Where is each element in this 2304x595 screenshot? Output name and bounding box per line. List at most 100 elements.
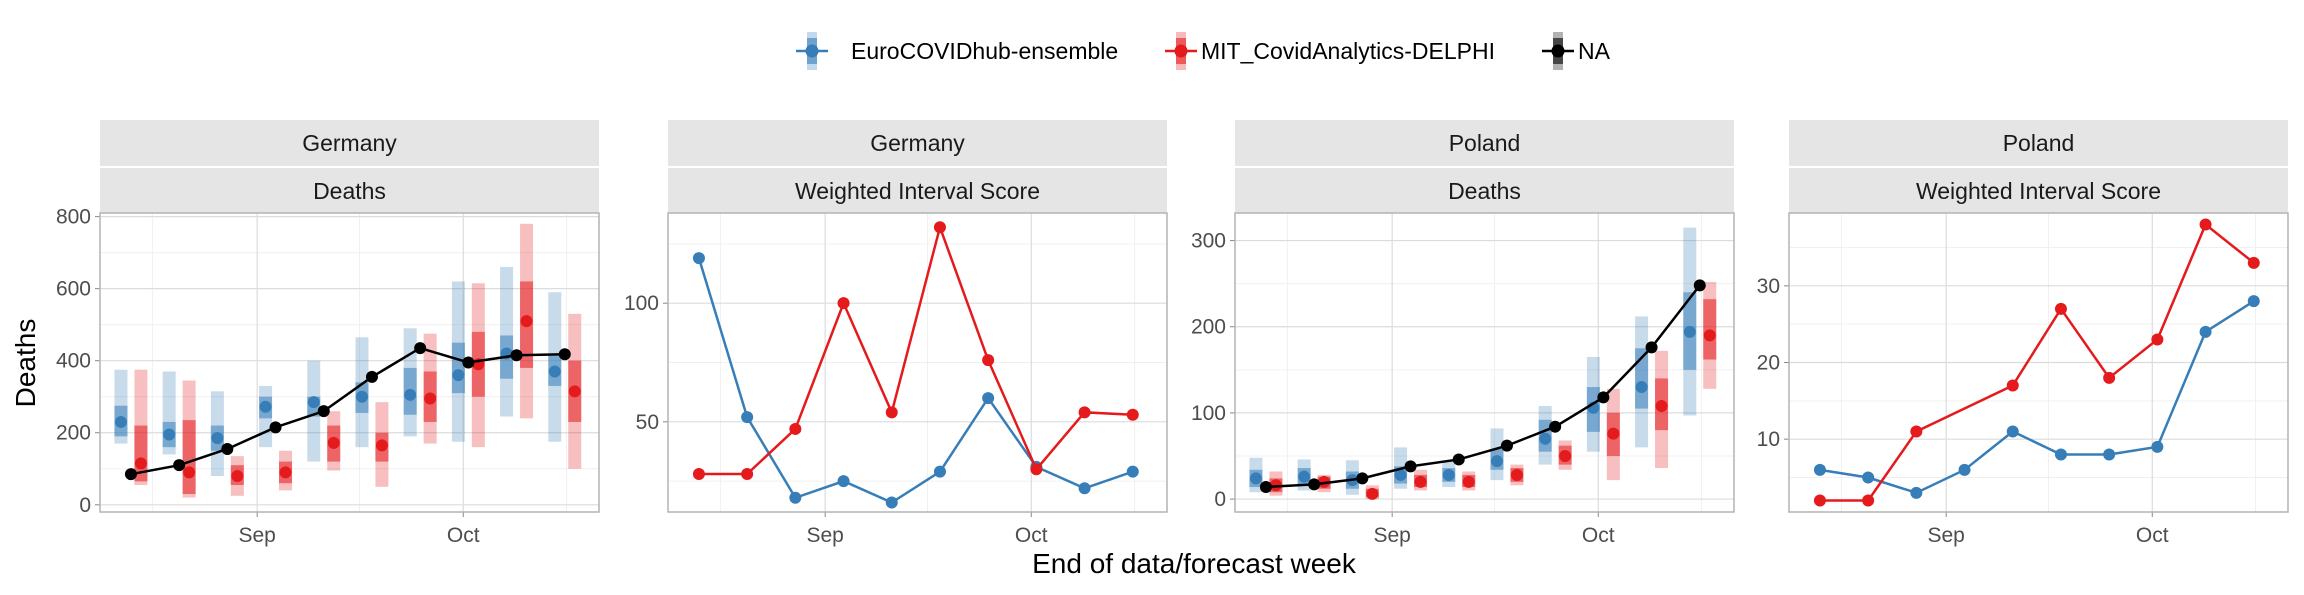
legend-item: MIT_CovidAnalytics-DELPHI	[1165, 32, 1495, 70]
truth-point	[1549, 420, 1562, 433]
delphi-point	[741, 468, 754, 481]
strip-bottom	[1235, 168, 1734, 213]
strip-top	[668, 120, 1167, 166]
truth-point	[414, 342, 427, 355]
delphi-point	[885, 406, 898, 419]
ensemble-point	[885, 496, 898, 509]
x-tick-label: Sep	[1927, 524, 1964, 547]
legend-label: MIT_CovidAnalytics-DELPHI	[1201, 38, 1495, 64]
ensemble-point	[982, 392, 995, 405]
truth-line	[1265, 284, 1701, 489]
strip-bottom	[100, 168, 599, 213]
truth-point	[365, 370, 378, 383]
truth-point	[1500, 439, 1513, 452]
delphi-point	[2054, 302, 2067, 315]
ensemble-inner-interval	[1635, 348, 1649, 409]
y-tick-label: 400	[56, 350, 91, 373]
ensemble-median-point	[1539, 432, 1552, 445]
legend-point	[805, 44, 819, 58]
ensemble-median-point	[259, 400, 272, 413]
y-tick-label: 30	[1757, 275, 1780, 298]
ensemble-median-point	[1635, 381, 1648, 394]
y-tick-label: 100	[1191, 402, 1226, 425]
strip-top-label: Germany	[870, 130, 965, 156]
y-tick-label: 10	[1757, 428, 1780, 451]
ensemble-median-point	[355, 390, 368, 403]
truth-point	[317, 405, 330, 418]
truth-point	[1308, 478, 1321, 491]
truth-point	[173, 459, 186, 472]
truth-point	[124, 468, 137, 481]
ensemble-median-point	[1683, 325, 1696, 338]
panel-pl-wis: Poland Weighted Interval Score 10 20 30 Sep Oc…	[1757, 120, 2289, 547]
ensemble-point	[2054, 448, 2067, 461]
delphi-point	[1910, 425, 1923, 438]
delphi-median-point	[375, 439, 388, 452]
legend-point	[1551, 44, 1565, 58]
truth-point	[462, 356, 475, 369]
ensemble-line	[1819, 300, 2255, 495]
plot-border	[1234, 212, 1735, 513]
ensemble-point	[741, 411, 754, 424]
truth-point	[510, 349, 523, 362]
ensemble-point	[1126, 465, 1139, 478]
y-tick-label: 800	[56, 206, 91, 229]
delphi-median-point	[1318, 475, 1331, 488]
strip-top-label: Poland	[2003, 130, 2075, 156]
x-tick-label: Oct	[1015, 524, 1048, 547]
ensemble-point	[789, 491, 802, 504]
delphi-median-point	[424, 392, 437, 405]
delphi-median-point	[520, 315, 533, 328]
ensemble-median-point	[548, 365, 561, 378]
delphi-point	[2247, 256, 2260, 269]
delphi-point	[1126, 408, 1139, 421]
delphi-median-point	[1366, 487, 1379, 500]
delphi-median-point	[568, 385, 581, 398]
plot-border	[667, 212, 1168, 513]
ensemble-point	[2006, 425, 2019, 438]
truth-point	[1356, 472, 1369, 485]
truth-line	[130, 346, 565, 476]
delphi-median-point	[1655, 400, 1668, 413]
legend-label: NA	[1578, 38, 1611, 64]
x-tick-label: Sep	[806, 524, 843, 547]
delphi-median-point	[183, 466, 196, 479]
legend-item: EuroCOVIDhub-ensemble	[796, 32, 1118, 70]
y-tick-label: 0	[1214, 488, 1226, 511]
ensemble-median-point	[1249, 472, 1262, 485]
delphi-median-point	[1703, 329, 1716, 342]
ensemble-point	[1078, 482, 1091, 495]
y-tick-label: 200	[1191, 316, 1226, 339]
ensemble-median-point	[211, 432, 224, 445]
strip-bottom-label: Weighted Interval Score	[1916, 178, 2161, 204]
panel-de-deaths: Germany Deaths 0 200 400 600 800 Sep Oct	[56, 120, 600, 547]
ensemble-median-point	[452, 369, 465, 382]
delphi-median-point	[327, 436, 340, 449]
plot-border	[99, 212, 600, 513]
ensemble-point	[2199, 325, 2212, 338]
strip-bottom	[1789, 168, 2288, 213]
ensemble-median-point	[1442, 468, 1455, 481]
ensemble-point	[837, 475, 850, 488]
y-tick-label: 50	[636, 411, 659, 434]
x-tick-label: Oct	[447, 524, 480, 547]
strip-bottom-label: Deaths	[1448, 178, 1521, 204]
delphi-point	[1862, 494, 1875, 507]
truth-point	[1452, 453, 1465, 466]
delphi-point	[982, 354, 995, 367]
delphi-point	[2199, 218, 2212, 231]
ensemble-median-point	[307, 396, 320, 409]
ensemble-median-point	[114, 415, 127, 428]
delphi-point	[1813, 494, 1826, 507]
x-tick-label: Oct	[1582, 524, 1615, 547]
delphi-inner-interval	[182, 420, 196, 494]
y-tick-label: 200	[56, 422, 91, 445]
truth-point	[1597, 391, 1610, 404]
ensemble-point	[2151, 440, 2164, 453]
strip-bottom-label: Deaths	[313, 178, 386, 204]
ensemble-point	[1862, 471, 1875, 484]
delphi-median-point	[1414, 475, 1427, 488]
strip-top-label: Poland	[1449, 130, 1521, 156]
delphi-point	[837, 297, 850, 310]
